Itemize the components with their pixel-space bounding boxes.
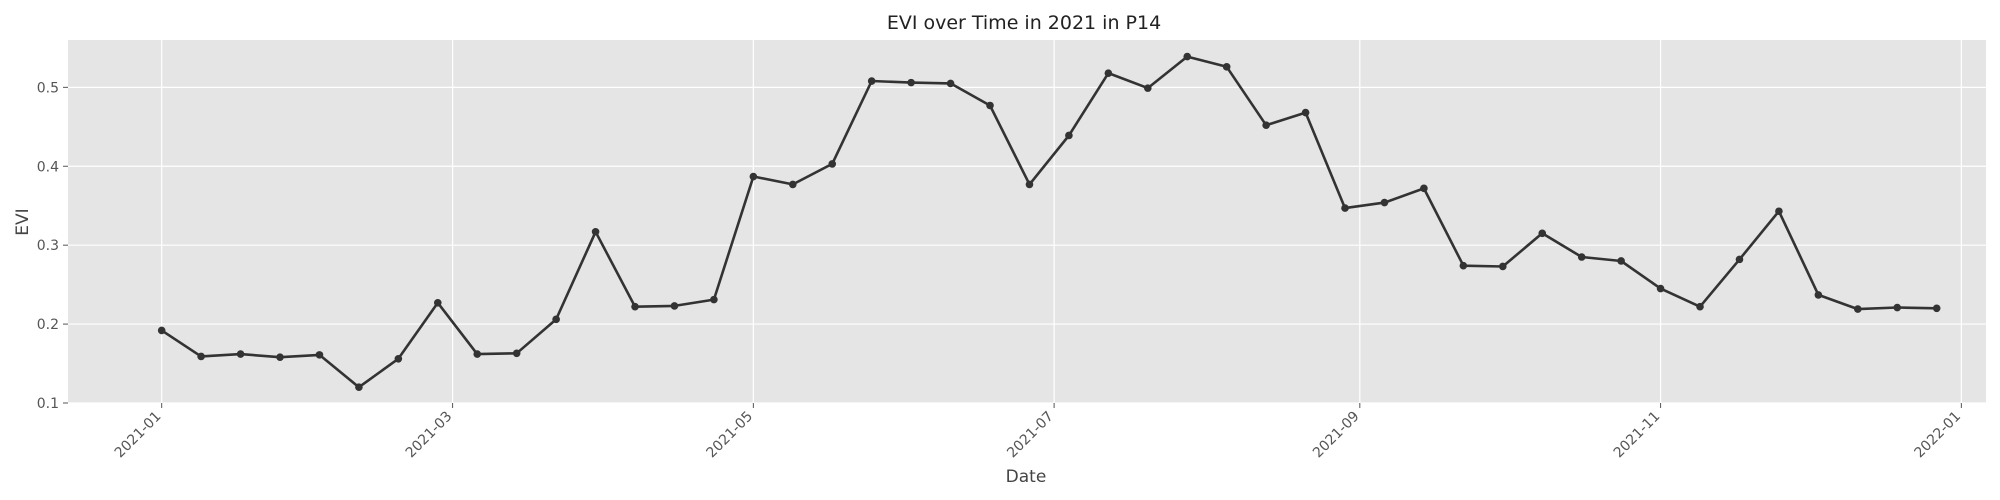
data-point [1854,305,1862,313]
data-point [946,79,955,88]
data-point [1341,204,1349,212]
data-point [1420,184,1428,193]
x-tick-label: 2021-09 [1310,409,1363,462]
data-point [394,355,403,363]
y-tick-label: 0.2 [37,317,59,333]
data-point [1380,198,1389,207]
data-point [788,180,797,189]
series-line [160,55,1937,389]
y-tick-label: 0.4 [37,159,59,175]
x-axis-label: Date [1006,467,1047,487]
y-tick-label: 0.1 [37,396,59,412]
data-point [1538,229,1547,238]
data-point [236,350,245,358]
x-tick-label: 2021-07 [1004,409,1057,462]
data-point [1735,255,1744,264]
data-point [749,172,758,181]
data-point [1775,207,1783,216]
data-point [473,350,482,358]
data-point [986,101,994,110]
data-point [552,315,560,324]
data-point [1617,257,1625,265]
y-axis-label: EVI [13,208,33,235]
x-tick-label: 2021-03 [403,409,456,462]
grid-lines [68,40,1986,404]
data-point [1932,304,1941,313]
data-point [591,227,600,236]
data-point [197,352,205,361]
data-points [157,52,1941,392]
data-point [1104,69,1113,77]
data-point [1183,52,1192,61]
x-tick-label: 2021-11 [1611,409,1664,462]
x-tick-label: 2021-05 [704,409,757,462]
data-point [670,302,679,310]
data-point [710,295,718,304]
data-point [1301,108,1310,117]
data-point [433,298,442,307]
x-tick-label: 2021-01 [112,409,165,462]
y-tick-label: 0.3 [37,238,59,254]
data-point [355,383,363,392]
data-point [1656,284,1665,293]
y-tick-label: 0.5 [37,80,59,96]
data-point [828,160,837,168]
data-point [1222,63,1231,71]
data-point [1143,84,1152,92]
chart-title: EVI over Time in 2021 in P14 [887,12,1161,34]
data-point [867,77,876,85]
data-point [276,353,284,362]
data-point [907,78,915,87]
data-point [1065,131,1073,140]
data-point [1696,302,1704,311]
data-point [1893,303,1902,312]
data-point [1577,253,1586,261]
data-point [631,302,639,311]
data-point [1814,291,1823,299]
plot-area [68,40,1986,403]
data-point [1459,261,1468,270]
data-point [315,351,324,359]
data-point [1025,180,1034,189]
x-tick-label: 2022-01 [1911,409,1964,462]
data-point [1262,121,1270,130]
data-point [1499,262,1507,271]
data-point [512,349,521,358]
data-point [157,326,166,335]
